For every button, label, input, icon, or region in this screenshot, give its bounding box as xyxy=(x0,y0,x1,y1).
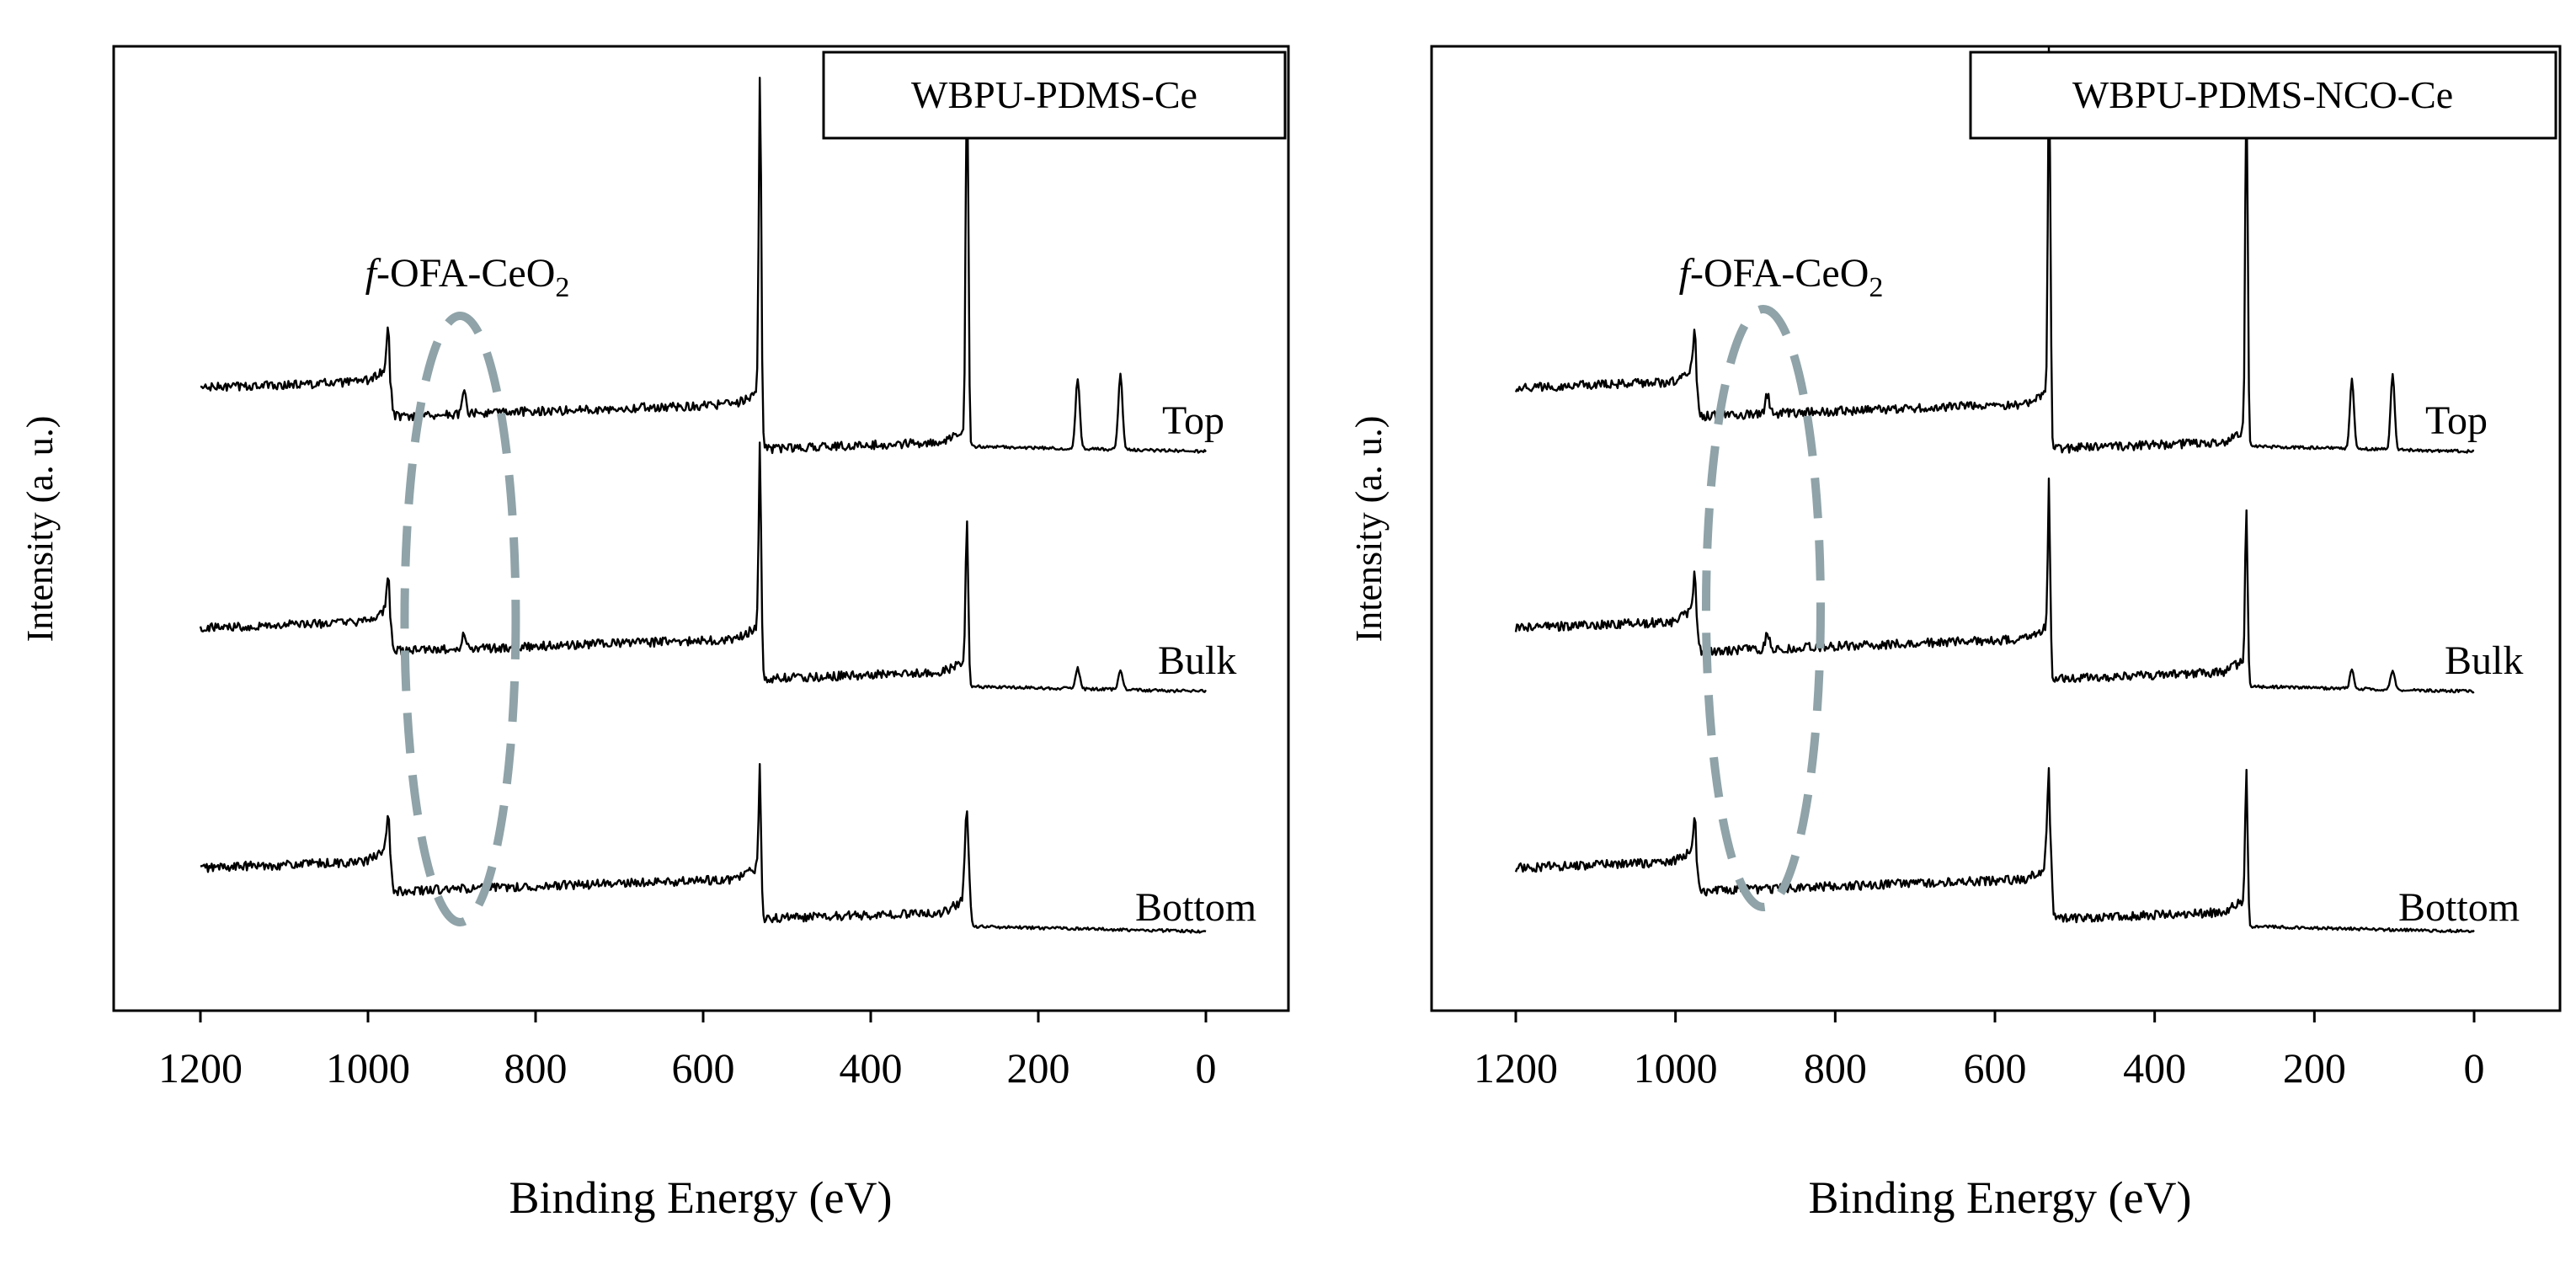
series-label-top: Top xyxy=(2425,398,2488,443)
x-axis-title: Binding Energy (eV) xyxy=(1809,1172,2192,1223)
x-tick-label: 0 xyxy=(2464,1044,2485,1092)
x-tick-label: 1000 xyxy=(326,1044,410,1092)
spectrum-bottom xyxy=(200,763,1207,934)
x-tick-label: 600 xyxy=(672,1044,735,1092)
y-axis-title: Intensity (a. u.) xyxy=(1348,416,1389,643)
spectrum-top xyxy=(200,56,1207,455)
annotation-label: f-OFA-CeO2 xyxy=(365,251,570,303)
x-tick-label: 800 xyxy=(504,1044,568,1092)
chart-panel-right: 1200 1000 800 600 400 200 0 WBPU-PDMS-NCO-Ce f… xyxy=(1348,45,2562,1223)
panel-title: WBPU-PDMS-NCO-Ce xyxy=(2072,73,2453,116)
spectra xyxy=(1514,45,2475,933)
x-tick-label: 400 xyxy=(840,1044,903,1092)
chart-panel-left: 1200 1000 800 600 400 200 0 WBPU-PDMS-Ce f-OFA… xyxy=(19,45,1290,1223)
x-tick-label: 200 xyxy=(2283,1044,2346,1092)
series-label-top: Top xyxy=(1162,398,1224,443)
spectrum-top xyxy=(1514,45,2475,454)
series-label-bulk: Bulk xyxy=(2445,638,2523,683)
plot-frame xyxy=(1430,45,2562,1012)
series-label-bottom: Bottom xyxy=(1135,885,1256,930)
x-tick-label: 0 xyxy=(1196,1044,1217,1092)
title-box xyxy=(1969,51,2557,140)
plot-frame xyxy=(112,45,1290,1012)
spectra xyxy=(199,56,1208,934)
panel-title: WBPU-PDMS-Ce xyxy=(911,73,1197,116)
spectrum-bottom xyxy=(1514,766,2475,933)
y-axis-title: Intensity (a. u.) xyxy=(19,416,61,643)
annotation-label: f-OFA-CeO2 xyxy=(1679,251,1884,303)
highlight-ellipse xyxy=(1701,305,1825,911)
x-tick-label: 200 xyxy=(1007,1044,1070,1092)
x-tick-label: 1200 xyxy=(1474,1044,1558,1092)
x-tick-label: 600 xyxy=(1964,1044,2027,1092)
spectrum-bulk xyxy=(199,441,1208,694)
highlight-ellipse xyxy=(400,312,520,926)
x-axis-title: Binding Energy (eV) xyxy=(509,1172,893,1223)
x-ticks: 1200 1000 800 600 400 200 0 xyxy=(158,1011,1217,1092)
series-label-bottom: Bottom xyxy=(2398,885,2520,930)
x-tick-label: 400 xyxy=(2123,1044,2186,1092)
x-tick-label: 1000 xyxy=(1634,1044,1718,1092)
title-box xyxy=(822,51,1287,140)
x-ticks: 1200 1000 800 600 400 200 0 xyxy=(1474,1011,2485,1092)
spectrum-bulk xyxy=(1514,478,2475,694)
x-tick-label: 800 xyxy=(1804,1044,1867,1092)
series-label-bulk: Bulk xyxy=(1158,638,1236,683)
x-tick-label: 1200 xyxy=(158,1044,243,1092)
